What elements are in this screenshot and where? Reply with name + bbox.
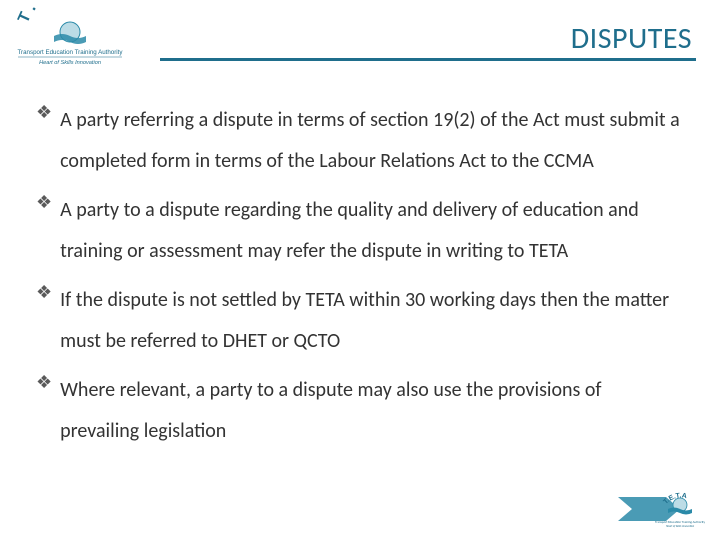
bullet-item: ❖ A party referring a dispute in terms o… [36,100,684,182]
svg-text:Heart of Skills Innovation: Heart of Skills Innovation [666,524,695,528]
bullet-text: If the dispute is not settled by TETA wi… [60,280,684,362]
diamond-bullet-icon: ❖ [36,193,52,211]
content-area: ❖ A party referring a dispute in terms o… [36,100,684,490]
bullet-item: ❖ If the dispute is not settled by TETA … [36,280,684,362]
logo-tagline: Heart of Skills Innovation [39,60,101,66]
bullet-text: Where relevant, a party to a dispute may… [60,370,684,452]
diamond-bullet-icon: ❖ [36,283,52,301]
teta-logo-top-left: T . E . T . A Transport Education Traini… [10,6,160,73]
svg-text:T . E . T . A: T . E . T . A [15,6,99,26]
bullet-item: ❖ A party to a dispute regarding the qua… [36,190,684,272]
bullet-text: A party to a dispute regarding the quali… [60,190,684,272]
diamond-bullet-icon: ❖ [36,373,52,391]
bullet-text: A party referring a dispute in terms of … [60,100,684,182]
bullet-item: ❖ Where relevant, a party to a dispute m… [36,370,684,452]
teta-logo-bottom-right: T.E.T.A Transport Education Training Aut… [618,489,708,534]
diamond-bullet-icon: ❖ [36,103,52,121]
logo-svg-small: T.E.T.A Transport Education Training Aut… [618,489,708,529]
title-underline [160,58,696,61]
logo-svg: T . E . T . A Transport Education Traini… [10,6,160,68]
slide: T . E . T . A Transport Education Traini… [0,0,720,540]
logo-org-line: Transport Education Training Authority [17,49,123,56]
page-title: DISPUTES [571,20,692,57]
